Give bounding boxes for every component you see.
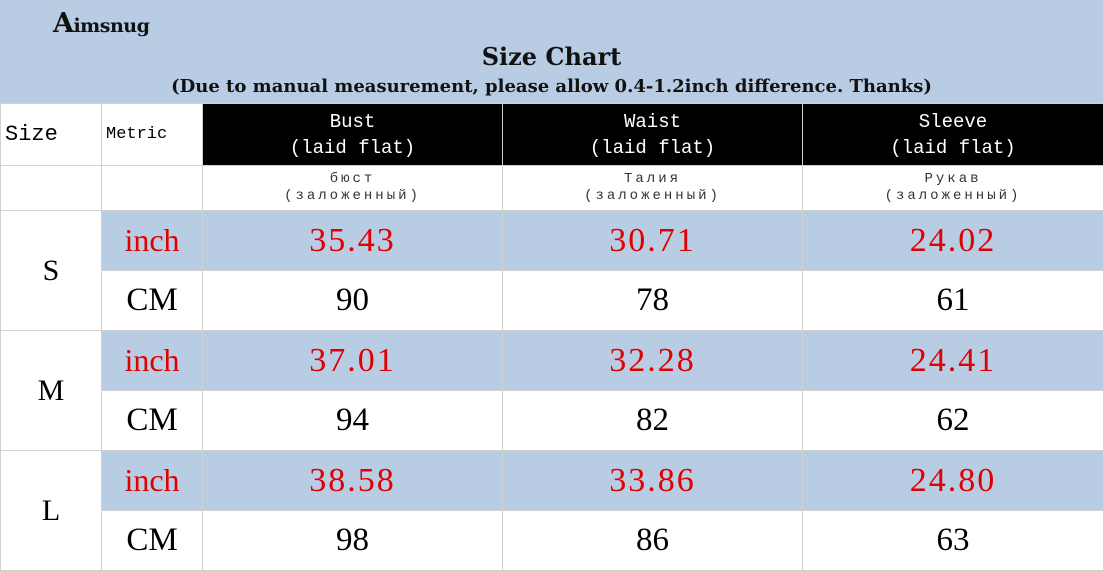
inch-value: 37.01 bbox=[203, 331, 503, 391]
inch-value: 24.02 bbox=[803, 211, 1103, 271]
metric-header: Metric bbox=[102, 104, 203, 166]
inch-value: 30.71 bbox=[503, 211, 803, 271]
sleeve-header-ru: Рукав(заложенный) bbox=[803, 166, 1103, 211]
size-header: Size bbox=[1, 104, 102, 166]
russian-header-row: бюст(заложенный) Талия(заложенный) Рукав… bbox=[1, 166, 1103, 211]
page-title: Size Chart bbox=[0, 42, 1103, 71]
empty-cell bbox=[102, 166, 203, 211]
size-label: L bbox=[1, 451, 102, 571]
cm-value: 86 bbox=[503, 511, 803, 571]
sleeve-header: Sleeve(laid flat) bbox=[803, 104, 1103, 166]
cm-value: 82 bbox=[503, 391, 803, 451]
cm-value: 62 bbox=[803, 391, 1103, 451]
header-band: Aimsnug Size Chart (Due to manual measur… bbox=[0, 0, 1103, 103]
bust-header: Bust(laid flat) bbox=[203, 104, 503, 166]
measurement-note: (Due to manual measurement, please allow… bbox=[0, 76, 1103, 97]
metric-inch: inch bbox=[102, 331, 203, 391]
brand-logo: Aimsnug bbox=[53, 8, 149, 39]
inch-value: 35.43 bbox=[203, 211, 503, 271]
inch-value: 38.58 bbox=[203, 451, 503, 511]
cm-value: 63 bbox=[803, 511, 1103, 571]
waist-header: Waist(laid flat) bbox=[503, 104, 803, 166]
metric-cm: CM bbox=[102, 271, 203, 331]
size-label: S bbox=[1, 211, 102, 331]
metric-cm: CM bbox=[102, 511, 203, 571]
cm-value: 94 bbox=[203, 391, 503, 451]
cm-value: 61 bbox=[803, 271, 1103, 331]
inch-value: 24.41 bbox=[803, 331, 1103, 391]
inch-value: 32.28 bbox=[503, 331, 803, 391]
size-label: M bbox=[1, 331, 102, 451]
inch-value: 24.80 bbox=[803, 451, 1103, 511]
bust-header-ru: бюст(заложенный) bbox=[203, 166, 503, 211]
cm-value: 98 bbox=[203, 511, 503, 571]
size-table: Size Metric Bust(laid flat) Waist(laid f… bbox=[0, 103, 1103, 571]
metric-cm: CM bbox=[102, 391, 203, 451]
cm-value: 78 bbox=[503, 271, 803, 331]
metric-inch: inch bbox=[102, 451, 203, 511]
header-row: Size Metric Bust(laid flat) Waist(laid f… bbox=[1, 104, 1103, 166]
waist-header-ru: Талия(заложенный) bbox=[503, 166, 803, 211]
empty-cell bbox=[1, 166, 102, 211]
cm-value: 90 bbox=[203, 271, 503, 331]
metric-inch: inch bbox=[102, 211, 203, 271]
inch-value: 33.86 bbox=[503, 451, 803, 511]
